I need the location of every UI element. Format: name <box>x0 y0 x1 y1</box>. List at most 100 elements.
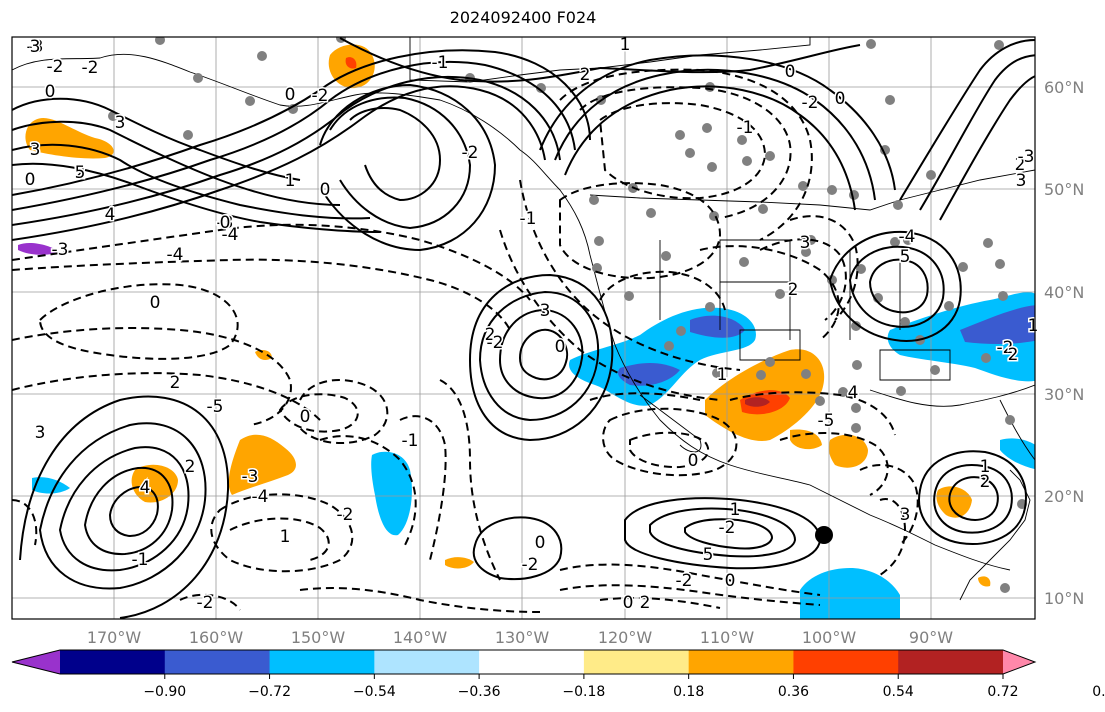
contour-label: 1 <box>280 527 291 547</box>
lat-tick-label: 10°N <box>1044 589 1084 608</box>
contour-label: 2 <box>75 163 86 183</box>
colorbar-tick-label: −0.54 <box>353 684 396 700</box>
contour-label: -2 <box>462 143 479 163</box>
lat-tick-label: 50°N <box>1044 180 1084 199</box>
contour-label: 2 <box>980 472 991 492</box>
contour-label: 0 <box>45 82 56 102</box>
colorbar-tick-label: −0.18 <box>562 684 605 700</box>
contour-label: 4 <box>848 383 859 403</box>
contour-label: 3 <box>1016 171 1027 191</box>
contour-label: 3 <box>540 301 551 321</box>
contour-label: -4 <box>899 227 916 247</box>
contour-label: 2 <box>788 280 799 300</box>
contour-label: -1 <box>737 118 754 138</box>
map-plot-area <box>12 37 1035 619</box>
contour-label: -2 <box>997 338 1014 358</box>
contour-label: -2 <box>487 333 504 353</box>
contour-label: 2 <box>580 65 591 85</box>
lon-tick-label: 150°W <box>291 628 346 647</box>
lat-tick-label: 40°N <box>1044 283 1084 302</box>
contour-label: 1 <box>980 457 991 477</box>
contour-label: 0 <box>688 451 699 471</box>
colorbar-segment <box>793 650 899 674</box>
contour-label: -2 <box>47 57 64 77</box>
contour-label: 3 <box>35 423 46 443</box>
contour-label: 0 <box>320 180 331 200</box>
colorbar-tick-label: 0.72 <box>987 684 1018 700</box>
contour-label: -3 <box>52 240 69 260</box>
colorbar-segment <box>898 650 1004 674</box>
lat-tick-label: 30°N <box>1044 385 1084 404</box>
colorbar-segment <box>583 650 690 674</box>
contour-label: -2 <box>312 86 329 106</box>
contour-label: 0 <box>835 89 846 109</box>
contour-label: 3 <box>30 37 41 57</box>
contour-label: -2 <box>802 93 819 113</box>
contour-label: -3 <box>1018 147 1035 167</box>
colorbar-segment <box>269 650 375 674</box>
gridlines <box>12 37 1035 619</box>
colorbar-segment <box>164 650 271 674</box>
colorbar-segment <box>60 650 166 674</box>
contour-label: -4 <box>167 245 184 265</box>
contour-label: -2 <box>719 518 736 538</box>
contour-label: 0 <box>150 293 161 313</box>
lon-tick-label: 160°W <box>189 628 244 647</box>
colorbar-outline <box>11 649 1037 675</box>
contour-label: -3 <box>27 37 44 57</box>
contour-label: 2 <box>185 457 196 477</box>
lon-tick-label: 130°W <box>495 628 550 647</box>
map-title: 2024092400 F024 <box>449 8 597 27</box>
colorbar-tick-label: −0.90 <box>143 684 186 700</box>
contour-label: 3 <box>115 113 126 133</box>
contour-label: 2 <box>170 373 181 393</box>
contour-label: -2 <box>676 571 693 591</box>
contour-label: -1 <box>132 550 149 570</box>
colorbar-tick-label: 0.90 <box>1092 684 1105 700</box>
contour-label: -2 <box>197 593 214 613</box>
contour-label: -5 <box>207 397 224 417</box>
lon-tick-label: 120°W <box>598 628 653 647</box>
colorbar-extend-high <box>1003 650 1035 674</box>
contour-label: -4 <box>222 225 239 245</box>
contour-label: -5 <box>818 411 835 431</box>
colorbar-segment <box>688 650 794 674</box>
lon-tick-label: 90°W <box>909 628 953 647</box>
colorbar-tick-label: 0.36 <box>778 684 809 700</box>
lon-tick-label: 100°W <box>802 628 857 647</box>
colorbar-extend-low <box>12 650 60 674</box>
contour-label: -3 <box>217 213 234 233</box>
shaded-regions <box>18 44 1035 619</box>
contour-label: -2 <box>522 555 539 575</box>
contour-label: -1 <box>402 431 419 451</box>
lat-axis: 60°N 50°N 40°N 30°N 20°N 10°N <box>1044 78 1084 608</box>
contour-label: 4 <box>140 478 151 498</box>
contour-label: -2 <box>82 58 99 78</box>
contour-label: -2 <box>337 505 354 525</box>
colorbar-tick-label: −0.36 <box>458 684 501 700</box>
contour-label: 0 <box>785 62 796 82</box>
lon-tick-label: 140°W <box>393 628 448 647</box>
contour-label: 0 <box>300 407 311 427</box>
colorbar-tick-label: 0.18 <box>673 684 704 700</box>
contour-label: 0 <box>25 170 36 190</box>
contour-label: -1 <box>520 209 537 229</box>
contour-label: 2 <box>1015 155 1026 175</box>
lat-tick-label: 20°N <box>1044 487 1084 506</box>
colorbar: −0.90 −0.72 −0.54 −0.36 −0.18 0.18 0.36 0.54 0.7… <box>11 649 1105 700</box>
contour-label: -3 <box>242 467 259 487</box>
lon-tick-label: 110°W <box>700 628 755 647</box>
contour-label: 1 <box>1028 316 1039 336</box>
contour-label: 0 <box>623 593 634 613</box>
solid-contours <box>12 37 1035 619</box>
coastlines <box>12 37 1035 601</box>
center-marker <box>815 526 833 544</box>
map-frame <box>11 36 1036 620</box>
colorbar-segment <box>479 650 585 674</box>
contour-label: 0 <box>725 571 736 591</box>
contour-label: 1 <box>285 171 296 191</box>
contour-label: 3 <box>800 233 811 253</box>
contour-label: 4 <box>105 205 116 225</box>
